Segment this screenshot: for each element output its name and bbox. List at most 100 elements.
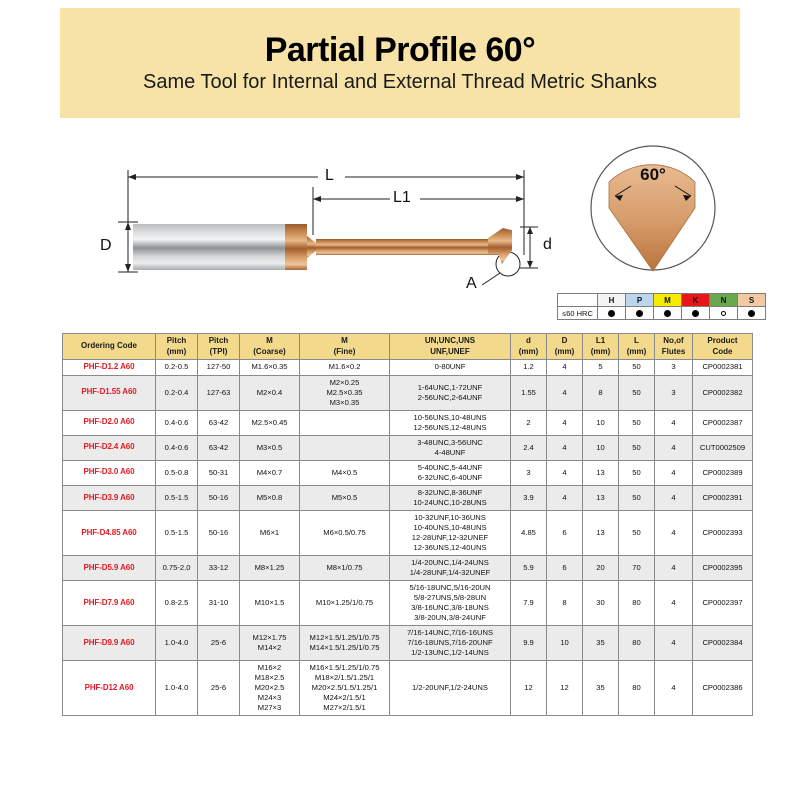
detail-a-60-degree-view: 60° — [590, 145, 716, 272]
cell-L-mm: 80 — [618, 660, 655, 717]
cell-D-mm: 4 — [546, 484, 583, 511]
cell-pitch-mm: 0.8-2.5 — [155, 579, 198, 626]
cell-L1-mm: 13 — [582, 509, 619, 556]
cell-m-fine: M4×0.5 — [299, 459, 390, 486]
cell-L-mm: 50 — [618, 484, 655, 511]
hollow-dot-icon — [721, 310, 726, 316]
table-row: PHF-D1.2 A60 0.2-0.5 127-50 M1.6×0.35 M1.6×0… — [62, 359, 753, 376]
material-legend: H P M K N S ≤60 HRC — [557, 293, 766, 320]
cell-pitch-mm: 0.75-2.0 — [155, 554, 198, 581]
legend-mark-h — [597, 306, 626, 320]
cell-L1-mm: 8 — [582, 374, 619, 411]
cell-d-mm: 1.2 — [510, 359, 547, 376]
column-header-D-mm: D (mm) — [546, 332, 583, 361]
cell-un-series: 0-80UNF — [389, 359, 511, 376]
cell-un-series: 7/16-14UNC,7/16-16UNS 7/16-18UNS,7/16-20… — [389, 624, 511, 662]
cell-un-series: 1/2-20UNF,1/2-24UNS — [389, 660, 511, 717]
cell-L1-mm: 10 — [582, 434, 619, 461]
table-body: PHF-D1.2 A60 0.2-0.5 127-50 M1.6×0.35 M1.6×0… — [62, 359, 753, 717]
cell-m-coarse: M10×1.5 — [239, 579, 300, 626]
cell-un-series: 5-40UNC,5-44UNF 6-32UNC,6-40UNF — [389, 459, 511, 486]
filled-dot-icon — [636, 309, 643, 317]
cell-L1-mm: 13 — [582, 484, 619, 511]
cell-flutes: 4 — [654, 459, 693, 486]
legend-symbol-m: M — [653, 293, 682, 307]
cell-d-mm: 2 — [510, 409, 547, 436]
column-header-un-series: UN,UNC,UNS UNF,UNEF — [389, 332, 511, 361]
legend-symbol-row: H P M K N S — [557, 293, 766, 307]
legend-mark-s — [737, 306, 766, 320]
table-row: PHF-D5.9 A60 0.75-2.0 33-12 M8×1.25 M8×1/0.7… — [62, 554, 753, 581]
filled-dot-icon — [664, 309, 671, 317]
cell-m-fine: M8×1/0.75 — [299, 554, 390, 581]
cell-D-mm: 6 — [546, 509, 583, 556]
cell-D-mm: 4 — [546, 359, 583, 376]
cell-pitch-mm: 1.0-4.0 — [155, 624, 198, 662]
cell-d-mm: 7.9 — [510, 579, 547, 626]
cell-flutes: 4 — [654, 509, 693, 556]
legend-mark-n — [709, 306, 738, 320]
cell-flutes: 4 — [654, 484, 693, 511]
cell-pitch-tpi: 50-16 — [197, 509, 240, 556]
cell-m-fine: M16×1.5/1.25/1/0.75 M18×2/1.5/1.25/1 M20… — [299, 660, 390, 717]
cell-m-fine: M5×0.5 — [299, 484, 390, 511]
cell-product-code: CUT0002509 — [692, 434, 753, 461]
cell-pitch-tpi: 31-10 — [197, 579, 240, 626]
cell-pitch-mm: 1.0-4.0 — [155, 660, 198, 717]
cell-d-mm: 4.85 — [510, 509, 547, 556]
column-header-product-code: Product Code — [692, 332, 753, 361]
tool-shank — [133, 224, 285, 270]
cell-flutes: 4 — [654, 579, 693, 626]
cell-ordering-code: PHF-D4.85 A60 — [62, 509, 156, 556]
column-header-m-fine: M (Fine) — [299, 332, 390, 361]
page-title: Partial Profile 60° — [264, 31, 536, 70]
cell-m-coarse: M8×1.25 — [239, 554, 300, 581]
cell-product-code: CP0002384 — [692, 624, 753, 662]
cell-pitch-tpi: 127-63 — [197, 374, 240, 411]
cell-product-code: CP0002393 — [692, 509, 753, 556]
cell-flutes: 3 — [654, 374, 693, 411]
legend-corner-cell — [557, 293, 598, 307]
cell-pitch-mm: 0.5-0.8 — [155, 459, 198, 486]
cell-ordering-code: PHF-D2.0 A60 — [62, 409, 156, 436]
tool-neck-transition — [285, 224, 307, 270]
cell-un-series: 1/4-20UNC,1/4-24UNS 1/4-28UNF,1/4-32UNEF — [389, 554, 511, 581]
dimension-label-D: D — [100, 237, 112, 254]
page-subtitle: Same Tool for Internal and External Thre… — [143, 70, 657, 93]
cell-flutes: 4 — [654, 660, 693, 717]
cell-L-mm: 80 — [618, 579, 655, 626]
legend-mark-m — [653, 306, 682, 320]
cell-m-coarse: M16×2 M18×2.5 M20×2.5 M24×3 M27×3 — [239, 660, 300, 717]
cell-m-coarse: M1.6×0.35 — [239, 359, 300, 376]
table-row: PHF-D12 A60 1.0-4.0 25-6 M16×2 M18×2.5 M20×… — [62, 660, 753, 717]
cell-un-series: 8-32UNC,8-36UNF 10-24UNC,10-28UNS — [389, 484, 511, 511]
cell-ordering-code: PHF-D5.9 A60 — [62, 554, 156, 581]
cell-un-series: 3-48UNC,3-56UNC 4-48UNF — [389, 434, 511, 461]
cell-pitch-mm: 0.5-1.5 — [155, 509, 198, 556]
legend-symbol-n: N — [709, 293, 738, 307]
detail-angle-text: 60° — [640, 165, 666, 184]
table-row: PHF-D3.9 A60 0.5-1.5 50-16 M5×0.8 M5×0.5 8-32… — [62, 484, 753, 511]
cell-ordering-code: PHF-D3.0 A60 — [62, 459, 156, 486]
cell-d-mm: 3 — [510, 459, 547, 486]
cell-D-mm: 10 — [546, 624, 583, 662]
cell-pitch-tpi: 50-31 — [197, 459, 240, 486]
column-header-m-coarse: M (Coarse) — [239, 332, 300, 361]
column-header-pitch-mm: Pitch (mm) — [155, 332, 198, 361]
legend-symbol-k: K — [681, 293, 710, 307]
cell-m-coarse: M6×1 — [239, 509, 300, 556]
cell-ordering-code: PHF-D1.2 A60 — [62, 359, 156, 376]
legend-symbol-p: P — [625, 293, 654, 307]
cell-un-series: 5/16-18UNC,5/16-20UN 5/8-27UNS,5/8-28UN … — [389, 579, 511, 626]
cell-m-coarse: M2.5×0.45 — [239, 409, 300, 436]
filled-dot-icon — [608, 309, 615, 317]
cell-m-fine: M2×0.25 M2.5×0.35 M3×0.35 — [299, 374, 390, 411]
cell-D-mm: 8 — [546, 579, 583, 626]
cell-product-code: CP0002386 — [692, 660, 753, 717]
cell-D-mm: 6 — [546, 554, 583, 581]
column-header-L-mm: L (mm) — [618, 332, 655, 361]
cell-D-mm: 4 — [546, 459, 583, 486]
cell-pitch-mm: 0.2-0.5 — [155, 359, 198, 376]
legend-mark-p — [625, 306, 654, 320]
filled-dot-icon — [692, 309, 699, 317]
